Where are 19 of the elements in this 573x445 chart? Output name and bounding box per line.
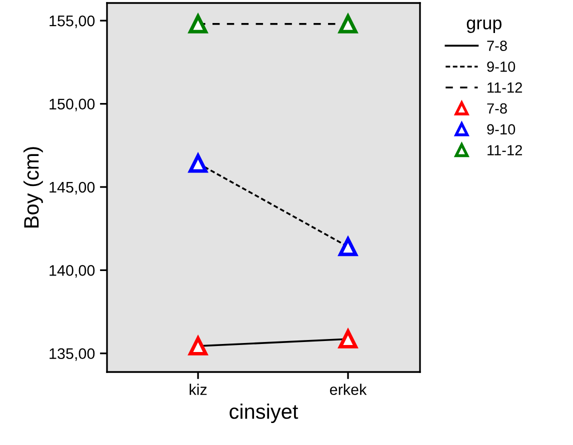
point [338,330,358,348]
legend-title: grup [466,19,502,33]
text: 7-8 [487,40,507,51]
point [188,336,208,356]
legend-label: 11-12 [488,82,522,93]
x-axis-title: cinsiyet [230,404,298,424]
legend-label: 9-10 [487,124,516,135]
y-tick-label: 155,00 [50,16,95,28]
y-tick-label: 150,00 [50,98,95,112]
x-tick-label: kiz [190,384,207,395]
y-tick-label: 145,00 [50,182,95,194]
y-axis-title: Boy (cm) [23,147,43,228]
text: 11-12 [488,145,522,156]
text: 9-10 [487,62,516,72]
legend-label: 7-8 [487,103,507,114]
y-tick-label: 135,00 [50,348,95,361]
y-tick-label: 140,00 [50,265,95,278]
point [338,237,358,256]
x-tick-label: erkek [330,384,367,396]
